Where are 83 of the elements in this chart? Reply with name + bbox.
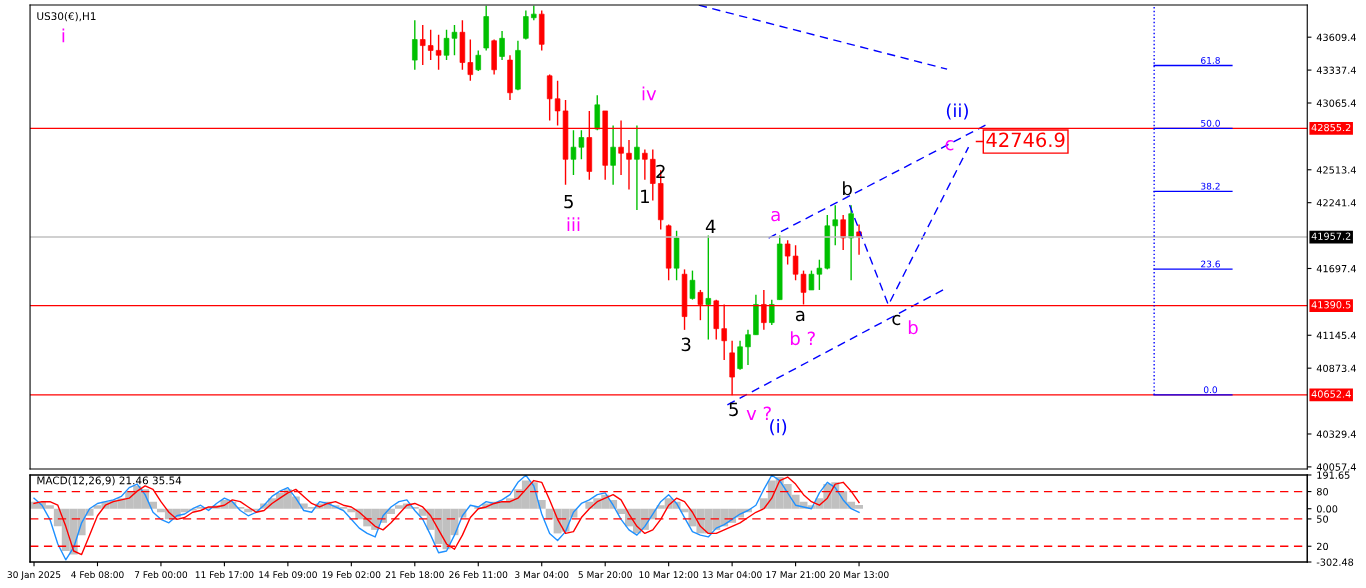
x-tick-label: 26 Feb 11:00 bbox=[449, 571, 508, 579]
annotation: 61.8 bbox=[1201, 56, 1220, 64]
annotation: 5 bbox=[729, 402, 738, 417]
x-tick-label: 4 Feb 08:00 bbox=[71, 571, 124, 579]
text: US30(€),H1 bbox=[37, 12, 96, 22]
ref-line-label: 40652.4 bbox=[1311, 390, 1351, 398]
annotation: 1 bbox=[641, 189, 649, 203]
y-tick-label: 42241.4 bbox=[1316, 199, 1356, 207]
candlestick bbox=[539, 9, 545, 52]
y-tick-label: 191.65 bbox=[1317, 471, 1350, 479]
candlestick bbox=[689, 269, 696, 301]
x-tick-label: 10 Mar 12:00 bbox=[639, 571, 699, 579]
y-tick-label: -302.48 bbox=[1316, 558, 1354, 566]
annotation: 3 bbox=[681, 337, 691, 352]
y2-tick-label: 80 bbox=[1316, 488, 1329, 496]
annotation: 0.0 bbox=[1203, 386, 1218, 394]
y-tick-label: 43065.4 bbox=[1316, 99, 1356, 107]
x-tick-label: 19 Feb 02:00 bbox=[322, 571, 381, 579]
y-tick-label: 43609.4 bbox=[1316, 33, 1356, 42]
y-tick-label: 40329.4 bbox=[1316, 430, 1356, 438]
annotation: i bbox=[62, 28, 65, 43]
y-tick-label: 0.00 bbox=[1316, 505, 1338, 513]
x-tick-label: 14 Feb 09:00 bbox=[259, 571, 317, 579]
candlestick bbox=[546, 73, 553, 122]
x-tick-label: 3 Mar 04:00 bbox=[515, 571, 569, 579]
x-tick-label: 17 Mar 21:00 bbox=[766, 571, 826, 579]
candlestick bbox=[832, 204, 838, 246]
annotation: 23.6 bbox=[1201, 260, 1220, 268]
annotation: 38.2 bbox=[1201, 182, 1220, 190]
x-tick-label: 11 Feb 17:00 bbox=[195, 571, 254, 579]
candlestick bbox=[420, 24, 426, 66]
y-tick-label: 41697.4 bbox=[1316, 264, 1356, 273]
ref-line-label: 42855.2 bbox=[1311, 123, 1351, 132]
candlestick bbox=[808, 269, 815, 291]
y2-tick-label: 50 bbox=[1317, 515, 1329, 523]
chart-title: MACD(12,26,9) 21.46 35.54 bbox=[37, 476, 182, 486]
annotation: 4 bbox=[705, 219, 716, 233]
annotation: a bbox=[795, 310, 805, 322]
candlestick bbox=[475, 49, 481, 72]
candlestick bbox=[824, 214, 831, 271]
annotation: v ? bbox=[746, 406, 771, 420]
annotation: 2 bbox=[656, 164, 665, 179]
annotation: 50.0 bbox=[1201, 119, 1220, 127]
x-tick-label: 7 Feb 00:00 bbox=[134, 571, 188, 579]
y-tick-label: 41145.4 bbox=[1316, 331, 1356, 340]
candlestick bbox=[459, 19, 466, 71]
candlestick bbox=[816, 259, 823, 291]
candlestick bbox=[570, 129, 577, 176]
x-tick-label: 30 Jan 2025 bbox=[7, 571, 61, 580]
annotation: b bbox=[843, 181, 852, 196]
candlestick bbox=[665, 223, 672, 281]
ref-line-label: 41957.2 bbox=[1311, 232, 1351, 240]
annotation: b bbox=[908, 320, 918, 335]
candlestick bbox=[467, 38, 474, 82]
annotation: b ? bbox=[790, 331, 815, 346]
annotation: c bbox=[892, 314, 901, 326]
candlestick bbox=[412, 19, 418, 71]
y-tick-label: 42513.4 bbox=[1316, 166, 1356, 174]
candlestick bbox=[784, 239, 791, 266]
annotation: 5 bbox=[564, 194, 573, 209]
annotation: a bbox=[771, 210, 780, 222]
annotation: iii bbox=[567, 217, 580, 232]
x-tick-label: 20 Mar 13:00 bbox=[829, 571, 889, 579]
annotation: 42746.9 bbox=[986, 132, 1065, 148]
annotation: (i) bbox=[770, 419, 787, 436]
annotation: (ii) bbox=[946, 103, 968, 120]
annotation: iv bbox=[642, 86, 657, 101]
annotation: c bbox=[945, 140, 954, 151]
candlestick bbox=[578, 129, 585, 160]
y2-tick-label: 20 bbox=[1317, 542, 1329, 551]
candlestick bbox=[650, 148, 656, 202]
candlestick bbox=[435, 34, 442, 71]
ref-line-label: 41390.5 bbox=[1311, 301, 1351, 309]
candlestick bbox=[483, 5, 489, 52]
x-tick-label: 13 Mar 04:00 bbox=[702, 571, 762, 579]
y-tick-label: 40873.4 bbox=[1316, 364, 1356, 372]
y-tick-label: 40057.4 bbox=[1316, 463, 1356, 471]
y-tick-label: 43337.4 bbox=[1316, 66, 1356, 74]
x-tick-label: 5 Mar 20:00 bbox=[578, 571, 632, 579]
candlestick bbox=[594, 94, 600, 131]
candlestick bbox=[673, 229, 680, 281]
candlestick bbox=[427, 29, 434, 61]
x-tick-label: 21 Feb 18:00 bbox=[385, 571, 444, 579]
